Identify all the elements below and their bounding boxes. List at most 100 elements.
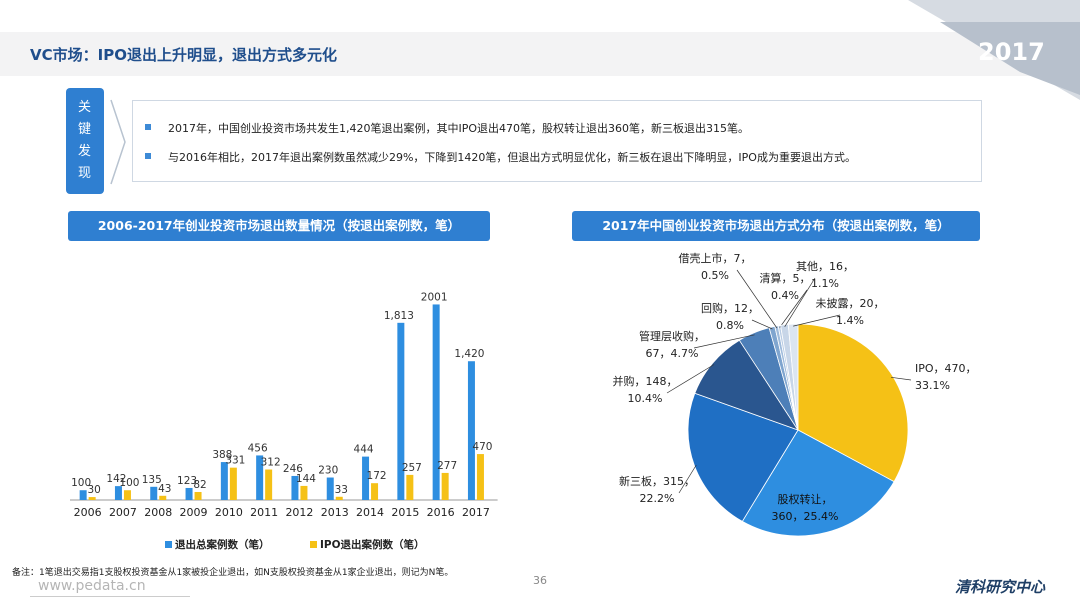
bar-ipo xyxy=(335,496,343,500)
pie-label: 其他，16， xyxy=(796,260,854,273)
data-label-ipo: 331 xyxy=(225,455,245,467)
bar-total xyxy=(79,490,87,500)
bar-total xyxy=(467,361,475,500)
data-label-ipo: 30 xyxy=(87,484,100,496)
leader-line xyxy=(891,376,912,381)
legend-ipo: IPO退出案例数（笔） xyxy=(320,539,425,551)
bar-ipo xyxy=(371,483,379,500)
data-label-ipo: 257 xyxy=(402,462,422,474)
bar-ipo xyxy=(406,474,414,500)
data-label-ipo: 144 xyxy=(296,473,316,485)
x-tick-label: 2008 xyxy=(144,506,172,519)
legend-swatch-total xyxy=(165,541,172,548)
x-tick-label: 2012 xyxy=(285,506,313,519)
pie-chart: IPO，470， 33.1% 股权转让， 360，25.4% 新三板，315， 22.2%… xyxy=(613,251,977,537)
key-findings-char: 现 xyxy=(78,166,92,181)
data-label-total: 100 xyxy=(71,477,91,489)
pie-label: 0.8% xyxy=(716,319,744,332)
bar-ipo xyxy=(88,497,96,500)
pie-label: 回购，12， xyxy=(701,301,759,315)
key-findings-char: 键 xyxy=(78,122,92,137)
bar-ipo xyxy=(159,495,167,500)
leader-line xyxy=(793,314,841,327)
key-finding-1: 2017年，中国创业投资市场共发生1,420笔退出案例，其中IPO退出470笔，… xyxy=(168,122,750,135)
bar-total xyxy=(291,475,299,500)
x-tick-label: 2017 xyxy=(462,506,490,519)
year-badge: 2017 xyxy=(978,38,1045,66)
data-label-total: 246 xyxy=(283,463,303,475)
pie-slice xyxy=(694,339,799,431)
bar-chart: 1003020061421002007135432008123822009388… xyxy=(70,291,498,519)
pie-label: 1.1% xyxy=(811,277,839,290)
data-label-ipo: 33 xyxy=(335,484,348,496)
bar-ipo xyxy=(476,454,484,500)
brand-logo: 清科研究中心 xyxy=(955,578,1046,596)
x-tick-label: 2010 xyxy=(215,506,243,519)
data-label-total: 123 xyxy=(177,475,197,487)
bar-ipo xyxy=(265,469,273,500)
x-tick-label: 2011 xyxy=(250,506,278,519)
key-finding-2: 与2016年相比，2017年退出案例数虽然减少29%，下降到1420笔，但退出方… xyxy=(168,151,856,164)
bar-total xyxy=(114,486,122,500)
leader-line xyxy=(666,364,715,394)
pie-label: 并购，148， xyxy=(613,374,678,388)
leader-line xyxy=(779,289,808,328)
x-tick-label: 2013 xyxy=(321,506,349,519)
pie-slice xyxy=(797,323,909,483)
bar-total xyxy=(362,456,370,500)
x-tick-label: 2015 xyxy=(391,506,419,519)
pie-chart-title: 2017年中国创业投资市场退出方式分布（按退出案例数，笔） xyxy=(572,211,980,241)
site-url: www.pedata.cn xyxy=(38,578,146,594)
pie-label: 新三板，315， xyxy=(619,474,695,488)
data-label-total: 142 xyxy=(106,473,126,485)
data-label-ipo: 470 xyxy=(472,441,492,453)
bar-ipo xyxy=(123,490,131,500)
pie-label: 0.5% xyxy=(701,269,729,282)
x-tick-label: 2007 xyxy=(109,506,137,519)
corner-decoration xyxy=(908,0,1080,100)
data-label-total: 444 xyxy=(354,444,374,456)
pie-label: 1.4% xyxy=(836,314,864,327)
pie-label: 33.1% xyxy=(915,379,950,392)
pie-label: 360，25.4% xyxy=(772,510,839,523)
data-label-ipo: 172 xyxy=(367,470,387,482)
bar-ipo xyxy=(441,472,449,500)
data-label-total: 388 xyxy=(212,449,232,461)
bar-total xyxy=(326,477,334,500)
bar-total xyxy=(220,462,228,500)
pie-label: 股权转让， xyxy=(778,492,833,506)
bar-total xyxy=(150,486,158,500)
data-label-total: 2001 xyxy=(421,291,448,303)
x-tick-label: 2016 xyxy=(427,506,455,519)
bar-total xyxy=(256,455,264,500)
data-label-total: 1,813 xyxy=(384,310,414,322)
pie-label: 67，4.7% xyxy=(646,347,699,360)
key-findings-tab xyxy=(66,88,104,194)
pie-label: IPO，470， xyxy=(915,362,977,375)
bullet-icon xyxy=(145,153,151,159)
header-bar xyxy=(0,32,1080,76)
data-label-ipo: 100 xyxy=(119,477,139,489)
legend-swatch-ipo xyxy=(310,541,317,548)
data-label-ipo: 43 xyxy=(158,483,171,495)
leader-line xyxy=(693,334,755,349)
footer-divider xyxy=(30,596,190,597)
data-label-total: 135 xyxy=(142,474,162,486)
leader-line xyxy=(736,269,778,329)
bar-ipo xyxy=(194,491,202,500)
pie-slice xyxy=(741,429,895,537)
pie-label: 0.4% xyxy=(771,289,799,302)
legend-total: 退出总案例数（笔） xyxy=(175,539,270,551)
pie-slice xyxy=(787,323,799,431)
key-findings-char: 关 xyxy=(78,100,92,115)
x-tick-label: 2006 xyxy=(74,506,102,519)
leader-line xyxy=(751,319,773,330)
bar-total xyxy=(397,322,405,500)
page-number: 36 xyxy=(533,574,547,587)
data-label-ipo: 312 xyxy=(261,457,281,469)
pie-label: 未披露，20， xyxy=(816,296,885,310)
pie-label: 管理层收购， xyxy=(639,329,705,343)
x-tick-label: 2009 xyxy=(180,506,208,519)
pie-slice xyxy=(687,392,799,522)
data-label-ipo: 277 xyxy=(437,460,457,472)
